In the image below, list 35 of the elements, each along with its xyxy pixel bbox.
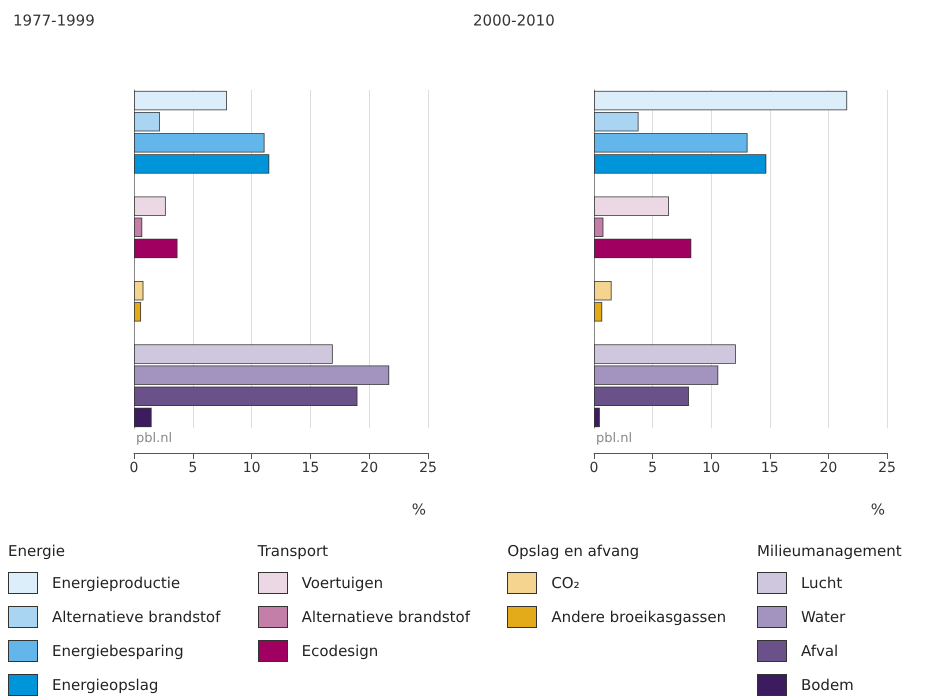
legend-label: Water	[800, 608, 846, 626]
legend-label: Afval	[800, 642, 838, 660]
text: pbl.nl	[136, 431, 172, 446]
chart-title: 1977-1999	[13, 12, 95, 30]
x-axis-title: %	[870, 500, 886, 518]
x-tick-label: 25	[878, 460, 896, 476]
x-tick-label: 25	[419, 460, 437, 476]
legend-label: Energieopslag	[52, 676, 158, 694]
x-tick-label: 10	[242, 460, 261, 476]
chart-title: 2000-2010	[473, 12, 555, 30]
text: Opslag en afvang	[507, 542, 640, 560]
legend-label: Energieproductie	[52, 574, 180, 592]
legend-label: Lucht	[800, 574, 842, 592]
x-tick-label: 15	[760, 460, 779, 476]
text: Energie	[8, 542, 66, 560]
legend-label: Voertuigen	[302, 574, 384, 592]
x-tick-label: 5	[648, 460, 658, 476]
legend-label: CO₂	[551, 574, 580, 592]
text: Milieumanagement	[756, 542, 903, 560]
legend-label: Bodem	[800, 676, 854, 694]
text: pbl.nl	[596, 431, 632, 446]
text: Transport	[258, 542, 330, 560]
legend-label: Andere broeikasgassen	[551, 608, 726, 626]
legend-label: Alternatieve brandstof	[52, 608, 220, 626]
legend-label: Energiebesparing	[52, 642, 184, 660]
x-tick-label: 15	[301, 460, 320, 476]
legend-label: Ecodesign	[302, 642, 378, 660]
x-tick-label: 5	[188, 460, 198, 476]
legend-label: Alternatieve brandstof	[302, 608, 470, 626]
x-tick-label: 0	[590, 460, 598, 476]
x-tick-label: 20	[819, 460, 838, 476]
x-tick-label: 10	[702, 460, 720, 476]
x-axis-title: %	[412, 500, 426, 518]
x-tick-label: 0	[130, 460, 138, 476]
x-tick-label: 20	[360, 460, 378, 476]
